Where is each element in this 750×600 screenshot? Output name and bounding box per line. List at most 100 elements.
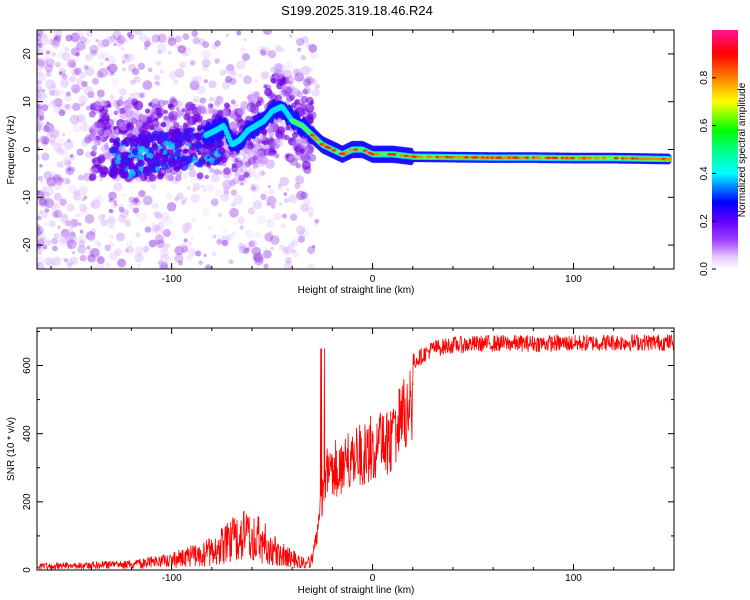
halo-dot [89,128,95,134]
noise-dot [80,102,85,106]
noise-dot [253,252,263,263]
noise-dot [118,203,124,210]
noise-dot [167,231,177,241]
noise-dot [291,248,296,254]
noise-dot [51,40,60,49]
noise-dot [198,260,203,266]
noise-dot [240,182,244,186]
halo-dot [243,172,250,178]
cluster-dot [145,157,151,163]
noise-dot [37,104,41,113]
noise-dot [111,77,120,86]
noise-dot [209,103,214,108]
noise-dot [53,232,60,239]
noise-dot [117,258,127,268]
noise-dot [237,242,245,250]
noise-dot [80,63,89,72]
halo-dot [168,110,178,121]
noise-dot [159,248,169,258]
noise-dot [254,231,262,239]
noise-dot [80,103,84,107]
noise-dot [174,35,182,43]
noise-dot [257,169,266,177]
noise-dot [45,239,52,246]
noise-dot [129,92,135,97]
noise-dot [99,177,104,182]
noise-dot [201,58,211,68]
noise-dot [134,253,144,263]
halo-dot [172,121,180,129]
noise-dot [220,193,230,202]
halo-dot [237,163,242,168]
noise-dot [38,135,48,145]
noise-dot [95,195,104,204]
noise-dot [53,38,60,45]
noise-dot [39,92,47,100]
ridge-peak [343,151,349,154]
noise-dot [90,199,101,210]
noise-dot [56,173,64,181]
cluster-dot [197,151,202,156]
colorbar-ticks: 0.0 0.2 0.4 0.6 0.8 [699,70,716,276]
noise-dot [137,263,141,268]
cluster-dot [121,162,128,169]
noise-dot [79,122,90,133]
noise-dot [51,256,61,267]
halo-dot [150,111,160,122]
noise-dot [238,245,248,254]
noise-dot [260,193,267,201]
halo-dot [130,110,135,116]
halo-dot [301,160,311,170]
noise-dot [197,98,203,104]
halo-dot [135,121,142,129]
noise-dot [300,191,309,200]
x-tick-label: 0 [370,573,376,584]
cluster-dot [129,138,136,145]
cluster-dot [112,152,117,157]
noise-dot [169,96,178,105]
noise-dot [99,61,104,66]
noise-dot [284,246,293,255]
noise-dot [192,98,198,104]
noise-dot [236,60,246,70]
noise-dot [225,64,235,75]
noise-dot [41,104,49,112]
noise-dot [37,235,42,245]
noise-dot [38,251,42,255]
cluster-dot [133,143,138,148]
noise-dot [73,189,81,197]
ridge-peak [331,148,337,152]
noise-dot [114,248,123,257]
noise-dot [247,207,256,215]
ridge-peak [452,155,458,159]
y-tick-label: -10 [22,190,33,205]
halo-dot [269,93,277,101]
y-tick-label: 600 [22,357,33,374]
halo-dot [132,119,137,125]
noise-dot [304,154,309,159]
noise-dot [300,65,311,76]
noise-dot [128,196,135,204]
noise-dot [37,107,45,115]
cluster-dot [144,148,149,154]
halo-dot [92,157,102,167]
noise-dot [37,89,42,99]
noise-dot [292,237,299,244]
noise-dot [284,75,295,85]
halo-dot [103,152,112,160]
noise-dot [37,67,43,78]
noise-dot [51,51,57,57]
noise-dot [225,33,229,37]
noise-dot [221,239,229,247]
noise-dot [67,167,72,172]
noise-dot [111,201,118,209]
noise-dot [160,261,169,269]
noise-dot [66,239,77,250]
noise-dot [243,75,252,85]
noise-dot [64,233,72,242]
noise-dot [46,176,57,187]
halo-dot [124,105,134,115]
halo-dot [112,99,120,107]
halo-dot [164,172,174,182]
noise-dot [143,245,149,252]
